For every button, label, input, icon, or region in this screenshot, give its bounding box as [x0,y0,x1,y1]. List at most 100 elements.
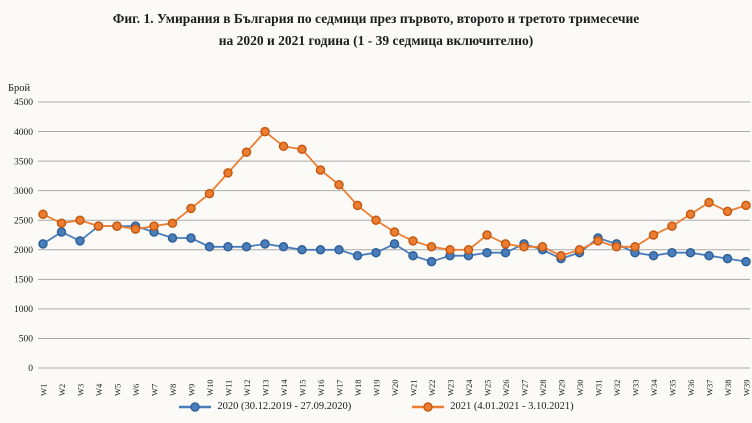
data-point [556,250,566,261]
data-point [722,253,733,264]
x-tick-labels-group: W1 W2 W3 W4 W5 W6 W7 W8 W9 W10 W11 W12 W13 W14 W15 W16 W… [39,379,752,396]
x-tick-label: W14 [279,379,289,396]
x-tick-label: W8 [168,384,178,396]
y-tick-label: 2000 [14,246,33,256]
data-point [278,242,289,252]
data-point [56,218,67,228]
x-tick-label: W11 [224,380,234,396]
x-tick-label: W27 [520,379,530,396]
legend-item-2020: 2020 (30.12.2019 - 27.09.2020) [178,401,351,412]
y-tick-labels-group: 4500 4000 3500 3000 2500 2000 1500 1000 500 0 [14,98,33,374]
data-point [537,242,548,252]
x-tick-label: W21 [409,379,419,396]
x-tick-label: W12 [242,379,252,396]
y-tick-label: 3500 [14,157,33,167]
x-tick-label: W28 [538,379,548,396]
data-point [334,245,344,255]
y-axis-title: Брой [8,83,31,94]
x-tick-label: W36 [686,379,696,396]
data-point [75,236,85,246]
gridlines-group [38,101,750,369]
data-point [315,165,326,175]
x-tick-label: W31 [594,379,604,396]
x-tick-label: W37 [705,379,715,396]
x-tick-label: W1 [39,384,49,396]
data-point [408,250,418,261]
x-tick-label: W16 [316,379,326,396]
x-tick-label: W24 [464,379,474,396]
data-point [445,245,455,255]
data-point [463,245,474,255]
x-tick-label: W15 [298,379,308,396]
chart-legend: 2020 (30.12.2019 - 27.09.2020) 2021 (4.0… [0,401,752,412]
data-point [167,233,178,243]
y-tick-label: 3000 [14,187,33,197]
chart-canvas: Брой 4500 4000 3500 3000 2500 2000 1500 1000 500… [8,83,752,396]
x-tick-label: W5 [113,384,123,396]
data-point [260,126,270,137]
data-point [75,215,85,225]
data-point [593,236,603,246]
data-point [241,147,252,157]
x-tick-label: W34 [649,379,659,396]
data-point [241,242,252,252]
data-point [426,242,437,252]
x-tick-label: W2 [57,384,67,396]
data-point [519,242,529,252]
data-point [186,233,196,243]
chart-title-line2: на 2020 и 2021 година (1 - 39 седмица вк… [218,33,534,48]
legend-label-2020: 2020 (30.12.2019 - 27.09.2020) [217,401,352,412]
data-point [93,221,104,231]
y-tick-label: 0 [28,364,33,374]
chart-title: Фиг. 1. Умирания в България по седмици п… [0,8,752,52]
data-point [500,247,511,258]
data-point [648,230,659,240]
y-tick-label: 500 [19,335,34,345]
data-point [611,242,622,252]
data-point [297,144,307,155]
x-tick-label: W19 [372,379,382,396]
x-tick-label: W33 [631,379,641,396]
y-tick-label: 4000 [14,128,33,138]
data-point [500,239,511,249]
series-line-2021 [42,130,747,257]
data-point [630,242,640,252]
x-tick-label: W7 [150,384,160,396]
x-tick-label: W29 [557,379,567,396]
legend-marker-2020-icon [179,401,212,412]
data-point [38,239,48,249]
data-point [334,180,344,190]
data-point [112,221,122,231]
x-tick-label: W23 [446,379,456,396]
legend-item-2021: 2021 (4.01.2021 - 3.10.2021) [411,401,574,412]
x-tick-label: W22 [427,379,437,396]
y-tick-label: 1500 [14,276,33,286]
data-point [482,247,492,258]
data-point [204,188,215,199]
x-tick-label: W38 [723,379,733,396]
data-point [204,242,215,252]
y-tick-label: 4500 [14,98,33,108]
data-point [426,256,437,267]
x-tick-label: W3 [76,384,86,396]
data-point [685,247,696,258]
x-tick-label: W4 [94,383,104,396]
data-point [352,200,363,211]
x-tick-label: W30 [575,379,585,396]
legend-marker-2021-icon [412,401,445,412]
x-tick-label: W10 [205,379,215,396]
data-point [223,242,233,252]
data-point [667,247,677,258]
x-tick-label: W20 [390,379,400,396]
data-point [741,200,751,211]
y-tick-label: 1000 [14,305,33,315]
chart-area: Брой 4500 4000 3500 3000 2500 2000 1500 1000 500… [0,78,752,400]
data-point [167,218,178,228]
x-tick-label: W6 [131,384,141,396]
data-point [648,250,659,261]
x-tick-label: W35 [668,379,678,396]
data-point [260,239,270,249]
y-tick-label: 2500 [14,216,33,226]
chart-title-line1: Фиг. 1. Умирания в България по седмици п… [112,11,640,26]
data-point [371,215,381,225]
